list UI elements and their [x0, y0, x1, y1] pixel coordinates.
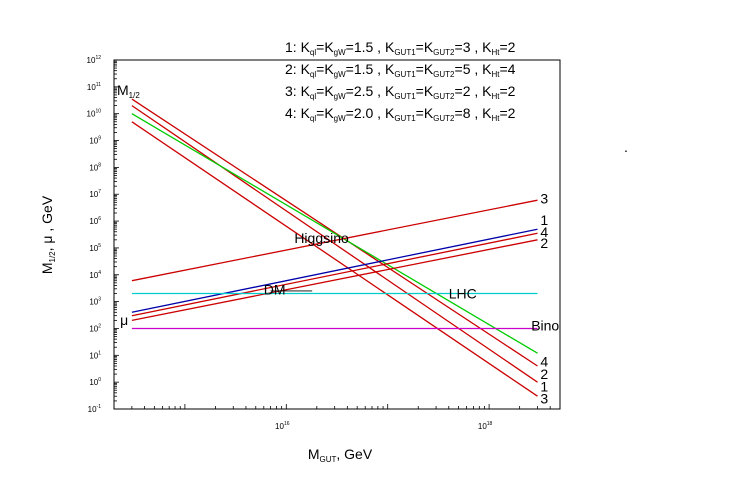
- annotation-bino: Bino: [531, 317, 559, 333]
- series-end-label: 4: [540, 353, 548, 369]
- y-tick-label: 101: [89, 350, 101, 360]
- x-tick-label: 1018: [478, 421, 493, 431]
- y-tick-label: 109: [89, 136, 101, 146]
- y-tick-label: 106: [89, 216, 101, 226]
- stray-dot: .: [624, 139, 628, 155]
- series-line-m12-3: [131, 121, 538, 397]
- series-end-label: 1: [540, 212, 548, 228]
- series-end-label: 4: [540, 224, 548, 240]
- mhalf-label: M1/2: [117, 82, 140, 100]
- y-tick-label: 107: [89, 189, 101, 199]
- series-line-mu-1: [131, 228, 538, 313]
- series-end-label: 3: [540, 190, 548, 206]
- series-end-label: 3: [540, 390, 548, 406]
- y-tick-label: 1011: [87, 82, 101, 92]
- annotation-higgsino: Higgsino: [294, 230, 349, 246]
- y-tick-label: 1012: [87, 55, 102, 65]
- series-end-label: 1: [540, 378, 548, 394]
- annotation-lhc: LHC: [449, 286, 477, 302]
- legend-entry-2: 2: Kql=KgW=1.5 , KGUT1=KGUT2=5 , KHt=4: [285, 61, 516, 79]
- series-line-mu-3: [131, 199, 538, 282]
- annotations: Higgsino DM LHC Bino μ: [120, 230, 559, 333]
- y-tick-label: 105: [89, 243, 101, 253]
- annotation-dm: DM: [264, 282, 286, 298]
- x-tick-label: 1016: [275, 421, 290, 431]
- legend-entry-3: 3: Kql=KgW=2.5 , KGUT1=KGUT2=2 , KHt=2: [285, 83, 516, 101]
- y-tick-label: 10-1: [88, 404, 102, 414]
- legend: 1: Kql=KgW=1.5 , KGUT1=KGUT2=3 , KHt=2 2:…: [285, 39, 516, 123]
- y-tick-label: 108: [89, 162, 101, 172]
- legend-entry-1: 1: Kql=KgW=1.5 , KGUT1=KGUT2=3 , KHt=2: [285, 39, 516, 57]
- annotation-: μ: [120, 312, 128, 328]
- series-line-m12-2: [131, 98, 538, 367]
- series-end-label: 2: [540, 366, 548, 382]
- y-tick-label: 102: [89, 323, 101, 333]
- y-tick-label: 100: [89, 377, 101, 387]
- y-axis-title: M1/2, μ , GeV: [39, 195, 57, 274]
- y-axis: 10-1 100 101 102 103 104 105 106 107 108 109 1010 10…: [87, 55, 119, 414]
- x-axis: 1016 1018: [113, 404, 561, 431]
- y-tick-label: 104: [89, 270, 101, 280]
- y-tick-label: 103: [89, 297, 101, 307]
- series-line-m12-4: [131, 113, 538, 354]
- series-line-m12-1: [131, 105, 538, 383]
- series-line-mu-2: [131, 239, 538, 322]
- series-line-mu-4: [131, 232, 538, 317]
- legend-entry-4: 4: Kql=KgW=2.0 , KGUT1=KGUT2=8 , KHt=2: [285, 105, 516, 123]
- plot-frame: [113, 59, 561, 410]
- y-tick-label: 1010: [87, 109, 102, 119]
- x-axis-title: MGUT, GeV: [308, 446, 373, 464]
- plot-lines: [131, 98, 538, 397]
- series-end-label: 2: [540, 235, 548, 251]
